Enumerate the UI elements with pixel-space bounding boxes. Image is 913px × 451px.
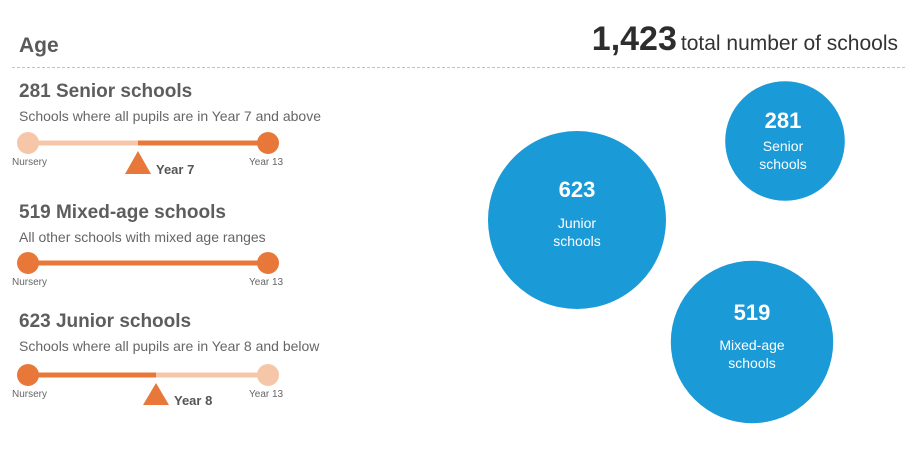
junior-schools-block: 623 Junior schools Schools where all pup… bbox=[0, 311, 380, 421]
marker-label: Year 7 bbox=[156, 162, 195, 177]
year-marker-triangle bbox=[125, 151, 151, 174]
bubble-value: 519 bbox=[733, 300, 771, 325]
scale-end-dot bbox=[257, 252, 279, 274]
section-title: Age bbox=[19, 34, 59, 57]
senior-schools-block: 281 Senior schools Schools where all pup… bbox=[0, 81, 380, 181]
block-title: 281 Senior schools bbox=[19, 81, 193, 102]
year-scale bbox=[17, 364, 279, 405]
bubble-label-line2: schools bbox=[553, 233, 601, 249]
scale-end-label: Year 13 bbox=[249, 389, 284, 400]
scale-end-label: Year 13 bbox=[249, 157, 284, 168]
block-description: Schools where all pupils are in Year 7 a… bbox=[19, 108, 321, 124]
bubble-label-line2: schools bbox=[728, 355, 776, 371]
total-schools: 1,423 total number of schools bbox=[592, 20, 898, 59]
mixed-age-schools-block: 519 Mixed-age schools All other schools … bbox=[0, 202, 380, 302]
scale-end-dot bbox=[257, 132, 279, 154]
scale-start-label: Nursery bbox=[12, 389, 48, 400]
scale-start-label: Nursery bbox=[12, 157, 48, 168]
year-scale bbox=[17, 132, 279, 174]
header-divider bbox=[12, 67, 905, 68]
bubble-label-line2: schools bbox=[759, 156, 807, 172]
bubble-value: 623 bbox=[558, 177, 596, 202]
total-label: total number of schools bbox=[680, 32, 898, 55]
scale-start-dot bbox=[17, 364, 39, 386]
bubble-value: 281 bbox=[764, 108, 802, 133]
scale-start-label: Nursery bbox=[12, 277, 48, 288]
scale-end-dot bbox=[257, 364, 279, 386]
bubble-label-line1: Junior bbox=[557, 215, 597, 231]
block-description: All other schools with mixed age ranges bbox=[19, 229, 266, 245]
block-title: 623 Junior schools bbox=[19, 311, 192, 332]
block-description: Schools where all pupils are in Year 8 a… bbox=[19, 338, 320, 354]
bubble-label-line1: Mixed-age bbox=[719, 337, 785, 353]
scale-start-dot bbox=[17, 252, 39, 274]
scale-end-label: Year 13 bbox=[249, 277, 284, 288]
block-title: 519 Mixed-age schools bbox=[19, 202, 226, 223]
year-scale bbox=[17, 252, 279, 274]
marker-label: Year 8 bbox=[174, 393, 213, 408]
total-number: 1,423 bbox=[591, 20, 677, 58]
bubble-label-line1: Senior bbox=[762, 138, 804, 154]
scale-start-dot bbox=[17, 132, 39, 154]
year-marker-triangle bbox=[143, 383, 169, 405]
